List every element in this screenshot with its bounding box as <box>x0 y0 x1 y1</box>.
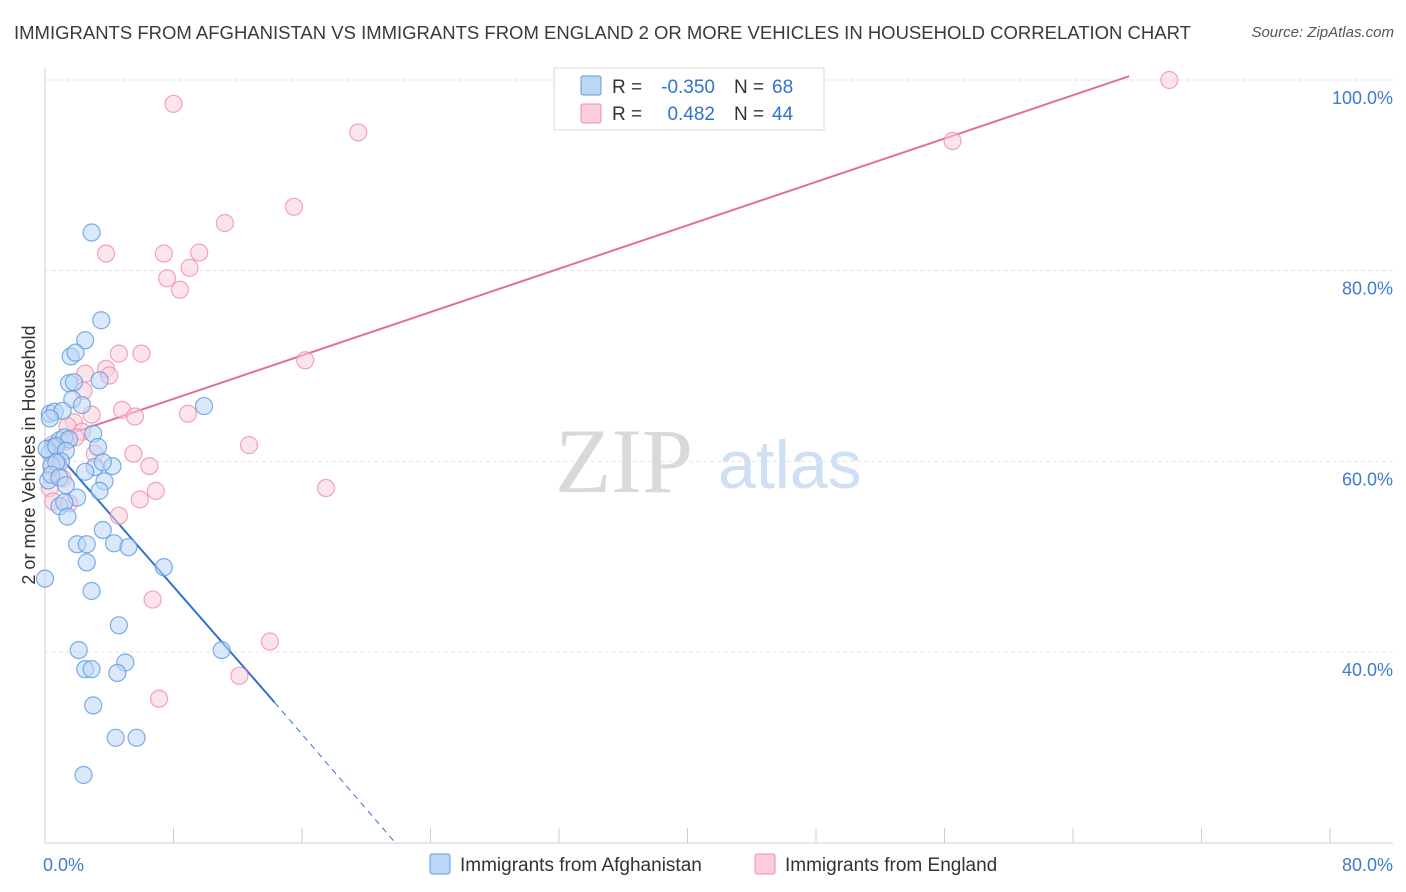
point-afghanistan <box>82 581 101 601</box>
legend-label-afghanistan: Immigrants from Afghanistan <box>460 855 702 876</box>
points-layer <box>35 70 1179 785</box>
point-afghanistan <box>76 331 95 350</box>
stats-swatch-afghanistan <box>580 75 602 96</box>
point-england <box>284 197 304 216</box>
point-england <box>143 590 162 609</box>
legend-swatch-england <box>754 853 776 875</box>
bottom-legend: Immigrants from Afghanistan Immigrants f… <box>429 853 997 876</box>
point-afghanistan <box>58 507 77 526</box>
point-afghanistan <box>40 409 59 428</box>
watermark-zip: ZIP <box>555 410 693 512</box>
point-afghanistan <box>212 640 231 660</box>
point-afghanistan <box>64 373 84 392</box>
trend-line-england <box>44 75 1130 444</box>
stats-r-value-england: 0.482 <box>667 104 715 125</box>
point-afghanistan <box>93 453 112 472</box>
chart-title: IMMIGRANTS FROM AFGHANISTAN VS IMMIGRANT… <box>14 22 1191 43</box>
point-afghanistan <box>119 538 138 557</box>
y-tick-label: 80.0% <box>1342 279 1393 299</box>
point-england <box>149 689 169 708</box>
point-england <box>154 244 173 263</box>
source-credit: Source: ZipAtlas.com <box>1251 24 1394 41</box>
point-afghanistan <box>72 395 92 415</box>
point-afghanistan <box>106 728 125 747</box>
point-england <box>170 280 190 299</box>
y-tick-label: 60.0% <box>1342 469 1393 489</box>
point-england <box>130 490 149 509</box>
point-afghanistan <box>77 553 96 572</box>
stats-swatch-england <box>580 103 602 124</box>
point-afghanistan <box>109 616 128 635</box>
stats-n-value-afghanistan: 68 <box>772 77 793 98</box>
y-tick-label: 100.0% <box>1332 88 1393 108</box>
x-tick-label: 0.0% <box>43 855 84 875</box>
point-england <box>109 506 128 525</box>
point-afghanistan <box>35 569 55 588</box>
y-axis-title: 2 or more Vehicles in Household <box>19 325 39 584</box>
point-england <box>1160 70 1179 90</box>
point-england <box>180 258 199 277</box>
point-england <box>239 436 259 455</box>
point-england <box>140 457 159 476</box>
point-afghanistan <box>154 558 173 577</box>
point-afghanistan <box>92 311 111 330</box>
y-tick-label: 40.0% <box>1342 660 1393 680</box>
point-england <box>943 131 962 151</box>
point-afghanistan <box>74 765 93 785</box>
point-afghanistan <box>90 481 109 500</box>
point-england <box>349 123 368 142</box>
point-england <box>296 351 315 370</box>
point-england <box>132 344 151 363</box>
x-tick-label: 80.0% <box>1342 855 1393 875</box>
stats-r-label-afghanistan: R = <box>612 77 642 98</box>
point-england <box>125 407 145 426</box>
point-england <box>146 481 165 500</box>
point-afghanistan <box>108 663 127 683</box>
point-afghanistan <box>194 396 214 416</box>
point-afghanistan <box>82 660 101 679</box>
stats-r-label-england: R = <box>612 104 642 125</box>
point-england <box>230 666 249 685</box>
point-england <box>124 444 143 463</box>
point-afghanistan <box>82 223 101 242</box>
point-england <box>190 243 209 262</box>
point-england <box>157 269 177 288</box>
stats-n-label-england: N = <box>734 104 764 125</box>
point-afghanistan <box>84 696 103 715</box>
watermark-atlas: atlas <box>718 427 862 503</box>
point-afghanistan <box>66 343 85 362</box>
stats-r-value-afghanistan: -0.350 <box>661 77 715 98</box>
point-england <box>164 94 183 113</box>
stats-n-label-afghanistan: N = <box>734 77 764 98</box>
point-england <box>316 478 336 498</box>
point-afghanistan <box>69 640 88 660</box>
trend-line-afghanistan-extension <box>274 702 394 842</box>
point-england <box>109 344 128 363</box>
legend-swatch-afghanistan <box>429 853 451 875</box>
point-england <box>178 404 198 423</box>
watermark: ZIP atlas <box>555 410 862 512</box>
point-afghanistan <box>76 462 95 481</box>
point-afghanistan <box>88 437 108 457</box>
point-england <box>96 244 116 263</box>
point-afghanistan <box>90 371 109 390</box>
point-afghanistan <box>127 728 146 747</box>
stats-legend: R = -0.350 N = 68 R = 0.482 N = 44 <box>553 67 825 131</box>
stats-n-value-england: 44 <box>772 104 794 125</box>
axes-layer: 40.0% 60.0% 80.0% 100.0% 0.0% 80.0% <box>43 68 1393 875</box>
point-england <box>215 213 234 233</box>
point-afghanistan <box>93 520 112 540</box>
grid-layer <box>45 79 1393 653</box>
point-england <box>260 632 279 651</box>
legend-label-england: Immigrants from England <box>785 855 997 876</box>
point-afghanistan <box>77 535 96 554</box>
